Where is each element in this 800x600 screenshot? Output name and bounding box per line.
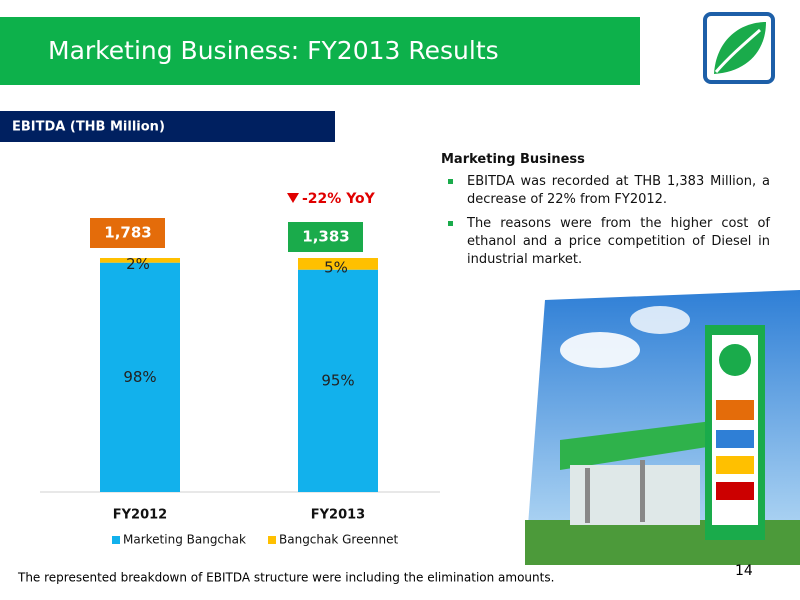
text-panel: Marketing Business EBITDA was recorded a… (441, 151, 770, 275)
bar-segment (298, 258, 378, 270)
section-bar (0, 111, 335, 142)
legend-swatch (112, 536, 120, 544)
panel-heading: Marketing Business (441, 152, 585, 167)
bullet: The reasons were from the higher cost of… (441, 215, 770, 269)
total-label: 1,383 (302, 228, 349, 246)
x-tick-label: FY2012 (113, 508, 167, 523)
legend-swatch (268, 536, 276, 544)
legend-label: Bangchak Greennet (279, 533, 398, 547)
total-label: 1,783 (104, 224, 151, 242)
value-label: 5% (324, 258, 348, 276)
yoy-annotation: -22% YoY (302, 191, 376, 207)
footnote: The represented breakdown of EBITDA stru… (17, 571, 554, 585)
photo (525, 290, 800, 565)
section-title: EBITDA (THB Million) (12, 120, 165, 135)
title-bar (0, 17, 640, 85)
down-arrow (287, 193, 299, 203)
x-tick-label: FY2013 (311, 508, 365, 523)
page-number: 14 (735, 563, 753, 579)
value-label: 95% (321, 371, 354, 389)
bar-segment (100, 262, 180, 492)
legend-label: Marketing Bangchak (123, 533, 246, 547)
value-label: 2% (126, 255, 150, 273)
value-label: 98% (123, 368, 156, 386)
bar-segment (100, 258, 180, 263)
bullet: EBITDA was recorded at THB 1,383 Million… (441, 173, 770, 209)
total-box (288, 222, 363, 252)
logo (703, 12, 775, 84)
slide-title: Marketing Business: FY2013 Results (48, 36, 499, 65)
total-box (90, 218, 165, 248)
bar-segment (298, 269, 378, 492)
